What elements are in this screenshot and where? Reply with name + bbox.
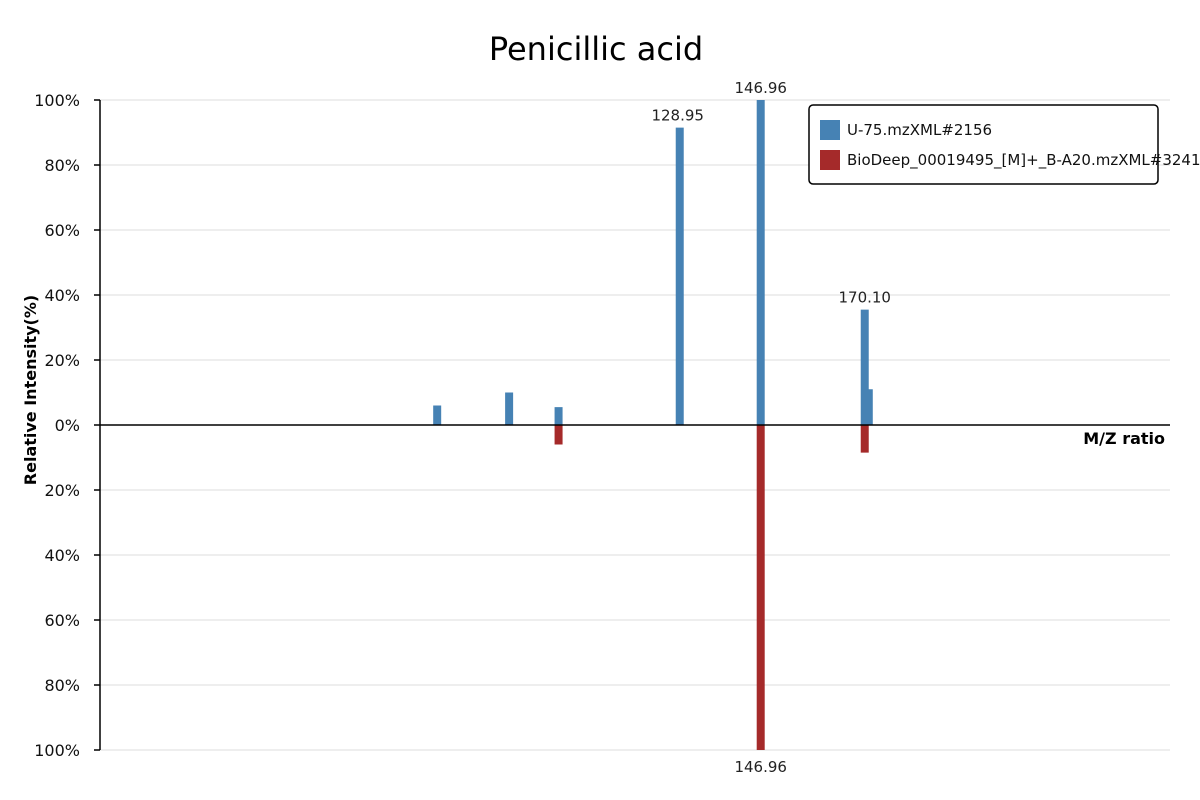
y-axis-label: Relative Intensity(%) <box>21 295 40 485</box>
bars <box>433 100 873 750</box>
axes: 100% 80% 60% 40% 20% 0% 20% 40% 60% 80% 100% <box>34 91 1170 760</box>
reference-peak-bar <box>756 425 765 750</box>
y-tick-label: 60% <box>44 611 80 630</box>
legend-box <box>808 104 1159 185</box>
chart-title: Penicillic acid <box>489 30 703 68</box>
query-peak-label: 146.96 <box>734 79 787 97</box>
y-tick-label: 40% <box>44 286 80 305</box>
y-tick-label: 20% <box>44 481 80 500</box>
y-tick-label: 40% <box>44 546 80 565</box>
legend-swatch-query <box>820 120 840 140</box>
query-peak-bar <box>675 127 684 425</box>
query-peak-bar <box>505 392 514 425</box>
reference-peak-bar <box>554 425 563 445</box>
query-peak-bar <box>864 389 873 425</box>
query-peak-label: 170.10 <box>838 289 891 307</box>
y-tick-label: 80% <box>44 676 80 695</box>
query-peak-label: 128.95 <box>651 107 704 125</box>
legend: U-75.mzXML#2156 BioDeep_00019495_[M]+_B-… <box>808 104 1200 185</box>
legend-label-query: U-75.mzXML#2156 <box>847 121 992 139</box>
peak-labels: 128.95 146.96 170.10 146.96 <box>651 79 891 776</box>
query-peak-bar <box>554 407 563 425</box>
y-tick-label: 100% <box>34 741 80 760</box>
y-tick-label: 80% <box>44 156 80 175</box>
y-tick-label: 60% <box>44 221 80 240</box>
y-tick-label: 100% <box>34 91 80 110</box>
y-tick-label: 0% <box>55 416 80 435</box>
legend-swatch-reference <box>820 150 840 170</box>
reference-peak-bar <box>860 425 869 453</box>
query-peak-bar <box>860 309 869 425</box>
reference-peak-label: 146.96 <box>734 758 787 776</box>
x-axis-label: M/Z ratio <box>1083 429 1165 448</box>
y-tick-label: 20% <box>44 351 80 370</box>
query-peak-bar <box>433 405 442 425</box>
legend-label-reference: BioDeep_00019495_[M]+_B-A20.mzXML#3241 <box>847 151 1200 170</box>
query-peak-bar <box>756 100 765 425</box>
